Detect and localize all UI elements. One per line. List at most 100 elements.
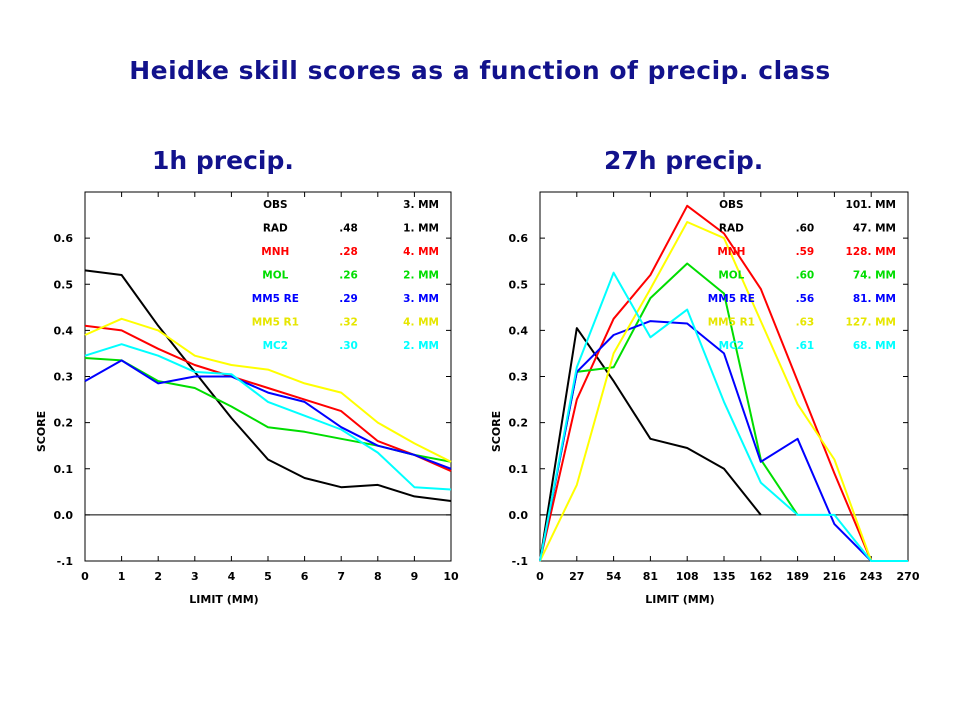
legend-amount: 128. MM xyxy=(846,246,896,258)
legend-score: .29 xyxy=(339,293,358,305)
y-tick-label: -.1 xyxy=(57,555,73,568)
x-tick-label: 243 xyxy=(860,570,883,583)
legend-score: .60 xyxy=(796,270,815,282)
legend-name: OBS xyxy=(719,199,744,211)
legend-name: MOL xyxy=(262,270,288,282)
legend-score: .48 xyxy=(339,223,358,235)
series-line-mnh xyxy=(84,324,452,473)
series-line-mc2 xyxy=(84,343,452,491)
y-tick-label: 0.1 xyxy=(509,463,529,476)
x-tick-label: 2 xyxy=(154,570,162,583)
legend-score: .56 xyxy=(796,293,815,305)
y-tick-label: 0.5 xyxy=(509,278,529,291)
legend-score: .28 xyxy=(339,246,358,258)
y-tick-label: 0.0 xyxy=(54,509,74,522)
x-tick-label: 6 xyxy=(301,570,309,583)
legend-score: .59 xyxy=(796,246,815,258)
legend-score: .32 xyxy=(339,317,358,329)
y-tick-label: -.1 xyxy=(512,555,528,568)
legend-amount: 127. MM xyxy=(846,317,896,329)
legend-amount: 74. MM xyxy=(853,270,896,282)
x-tick-label: 10 xyxy=(443,570,459,583)
y-tick-label: 0.3 xyxy=(54,371,74,384)
x-tick-label: 5 xyxy=(264,570,272,583)
y-tick-label: 0.0 xyxy=(509,509,529,522)
legend-amount: 2. MM xyxy=(403,270,439,282)
legend-name: MNH xyxy=(717,246,745,258)
x-tick-label: 9 xyxy=(411,570,419,583)
legend-amount: 101. MM xyxy=(846,199,896,211)
legend-amount: 1. MM xyxy=(403,223,439,235)
legend: OBS 101. MM RAD .60 47. MM MNH .59 128. MM MOL .6… xyxy=(708,199,896,352)
y-tick-label: 0.6 xyxy=(54,232,74,245)
x-tick-label: 8 xyxy=(374,570,382,583)
series-line-mm5-re xyxy=(84,359,452,470)
x-tick-label: 189 xyxy=(786,570,809,583)
legend-name: MM5 RE xyxy=(252,293,299,305)
legend-name: MM5 RE xyxy=(708,293,755,305)
legend-amount: 68. MM xyxy=(853,340,896,352)
x-tick-label: 1 xyxy=(118,570,126,583)
x-tick-label: 81 xyxy=(643,570,658,583)
legend-score: .26 xyxy=(339,270,358,282)
y-tick-label: 0.1 xyxy=(54,463,74,476)
legend-name: MNH xyxy=(261,246,289,258)
legend-name: RAD xyxy=(719,223,744,235)
y-tick-label: 0.2 xyxy=(54,417,74,430)
series-line-mm5-r1 xyxy=(84,317,452,463)
legend-amount: 3. MM xyxy=(403,199,439,211)
series-line-mc2 xyxy=(539,271,908,562)
y-tick-label: 0.4 xyxy=(54,324,74,337)
x-tick-label: 216 xyxy=(823,570,846,583)
x-axis-label: LIMIT (MM) xyxy=(189,593,258,606)
chart-panel-1: 0 1 2 3 4 5 6 7 8 9 10 -.1 0.0 0.1 0.2 0.3 0.4 0.5 0.6 LIMI… xyxy=(35,191,459,606)
series-line-mm5-re xyxy=(539,320,872,562)
series-line-mnh xyxy=(539,204,873,562)
series-line-mol xyxy=(84,357,452,463)
x-tick-label: 27 xyxy=(569,570,584,583)
legend-amount: 2. MM xyxy=(403,340,439,352)
x-tick-label: 7 xyxy=(337,570,345,583)
right-chart-title: 27h precip. xyxy=(604,146,764,175)
legend-amount: 4. MM xyxy=(403,246,439,258)
y-tick-label: 0.6 xyxy=(509,232,529,245)
series-line-obs xyxy=(84,269,452,502)
legend-score: .63 xyxy=(796,317,815,329)
legend-score: .61 xyxy=(796,340,815,352)
y-axis-label: SCORE xyxy=(35,411,48,452)
x-tick-label: 0 xyxy=(536,570,544,583)
x-tick-label: 0 xyxy=(81,570,89,583)
y-tick-label: 0.5 xyxy=(54,278,74,291)
legend-name: MOL xyxy=(718,270,744,282)
legend-name: OBS xyxy=(263,199,288,211)
x-tick-label: 4 xyxy=(228,570,236,583)
legend-amount: 81. MM xyxy=(853,293,896,305)
x-tick-label: 3 xyxy=(191,570,199,583)
legend-amount: 4. MM xyxy=(403,317,439,329)
legend-amount: 3. MM xyxy=(403,293,439,305)
main-title: Heidke skill scores as a function of pre… xyxy=(129,56,831,85)
legend-name: MM5 R1 xyxy=(252,317,299,329)
legend-name: MM5 R1 xyxy=(708,317,755,329)
legend-name: MC2 xyxy=(263,340,288,352)
legend-score: .60 xyxy=(796,223,815,235)
x-axis-label: LIMIT (MM) xyxy=(645,593,714,606)
x-tick-label: 270 xyxy=(897,570,920,583)
series-line-obs xyxy=(539,327,762,562)
legend-name: RAD xyxy=(263,223,288,235)
chart-panel-2: 0 27 54 81 108 135 162 189 216 243 270 -.1 0.0 0.1 0.2… xyxy=(490,191,920,606)
x-tick-label: 135 xyxy=(713,570,736,583)
legend: OBS 3. MM RAD .48 1. MM MNH .28 4. MM MOL .26 2. M… xyxy=(252,199,439,352)
series-line-mm5-r1 xyxy=(539,221,873,562)
y-tick-label: 0.4 xyxy=(509,324,529,337)
y-axis-label: SCORE xyxy=(490,411,503,452)
legend-name: MC2 xyxy=(719,340,744,352)
series-line-mol xyxy=(539,262,799,562)
legend-amount: 47. MM xyxy=(853,223,896,235)
left-chart-title: 1h precip. xyxy=(152,146,294,175)
y-tick-label: 0.2 xyxy=(509,417,529,430)
y-tick-label: 0.3 xyxy=(509,371,529,384)
x-tick-label: 108 xyxy=(676,570,699,583)
legend-score: .30 xyxy=(339,340,358,352)
